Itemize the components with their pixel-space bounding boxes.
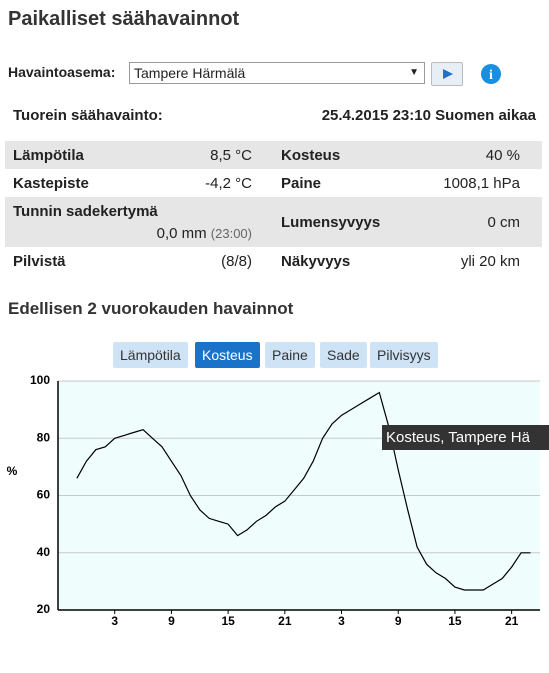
station-value: Tampere Härmälä xyxy=(134,65,246,81)
x-tick-label: 15 xyxy=(448,614,462,628)
x-tick-label: 9 xyxy=(395,614,402,628)
table-row: Lämpötila 8,5 °C Kosteus 40 % xyxy=(5,141,542,169)
y-tick-label: 80 xyxy=(37,430,51,444)
x-tick-label: 9 xyxy=(168,614,175,628)
x-tick-label: 3 xyxy=(338,614,345,628)
rain-time: (23:00) xyxy=(210,226,252,241)
section-title: Edellisen 2 vuorokauden havainnot xyxy=(8,299,294,318)
tooltip-box xyxy=(382,425,549,450)
chart: % 20 40 60 80 100 3 9 15 21 3 9 15 21 Kosteus, Tamper… xyxy=(7,373,549,628)
dropdown-arrow: ▼ xyxy=(409,67,419,78)
data-line xyxy=(76,391,531,591)
y-axis-label: % xyxy=(7,464,18,478)
station-label: Havaintoasema: xyxy=(8,64,116,80)
page-title: Paikalliset säähavainnot xyxy=(8,8,240,30)
cell-label: Kastepiste xyxy=(13,175,89,192)
cell-value: -4,2 °C xyxy=(205,175,252,192)
play-icon xyxy=(443,69,453,79)
tab[interactable]: Lämpötila xyxy=(113,342,188,368)
table-row: Kastepiste -4,2 °C Paine 1008,1 hPa xyxy=(5,169,542,197)
info-icon[interactable]: i xyxy=(480,63,502,85)
y-tick-label: 100 xyxy=(30,373,50,387)
cell-label: Lämpötila xyxy=(13,147,84,164)
cell-value: 0 cm xyxy=(487,214,520,231)
cell-value: 1008,1 hPa xyxy=(443,175,520,192)
y-tick-label: 40 xyxy=(37,545,51,559)
tab[interactable]: Sade xyxy=(320,342,367,368)
y-tick-label: 20 xyxy=(37,602,51,616)
cell-label: Lumensyvyys xyxy=(281,214,381,231)
cell-value: (8/8) xyxy=(221,253,252,270)
x-tick-label: 21 xyxy=(278,614,292,628)
cell-label: Tunnin sadekertymä xyxy=(13,203,158,220)
cell-label: Näkyvyys xyxy=(281,253,351,270)
tab[interactable]: Pilvisyys xyxy=(370,342,438,368)
tab[interactable]: Kosteus xyxy=(195,342,260,368)
x-tick-label: 21 xyxy=(505,614,519,628)
cell-value: yli 20 km xyxy=(460,253,520,270)
latest-label: Tuorein säähavainto: xyxy=(13,107,163,124)
tab[interactable]: Paine xyxy=(265,342,315,368)
x-tick-label: 3 xyxy=(111,614,118,628)
cell-value: 8,5 °C xyxy=(210,147,252,164)
svg-text:i: i xyxy=(489,68,493,83)
table-row: Pilvistä (8/8) Näkyvyys yli 20 km xyxy=(5,247,542,275)
latest-time: 25.4.2015 23:10 Suomen aikaa xyxy=(321,107,536,124)
cell-label: Pilvistä xyxy=(13,253,66,270)
x-tick-label: 15 xyxy=(221,614,235,628)
table-row: Tunnin sadekertymä 0,0 mm (23:00) Lumens… xyxy=(5,197,542,247)
cell-value: 40 % xyxy=(485,147,520,164)
tooltip: Kosteus, Tampere Hä xyxy=(386,429,531,446)
cell-label: Paine xyxy=(281,175,322,192)
go-button[interactable] xyxy=(431,62,463,86)
cell-label: Kosteus xyxy=(281,147,341,164)
y-tick-label: 60 xyxy=(37,488,51,502)
cell-value: 0,0 mm xyxy=(156,225,207,242)
station-select[interactable]: Tampere Härmälä ▼ xyxy=(129,62,425,84)
